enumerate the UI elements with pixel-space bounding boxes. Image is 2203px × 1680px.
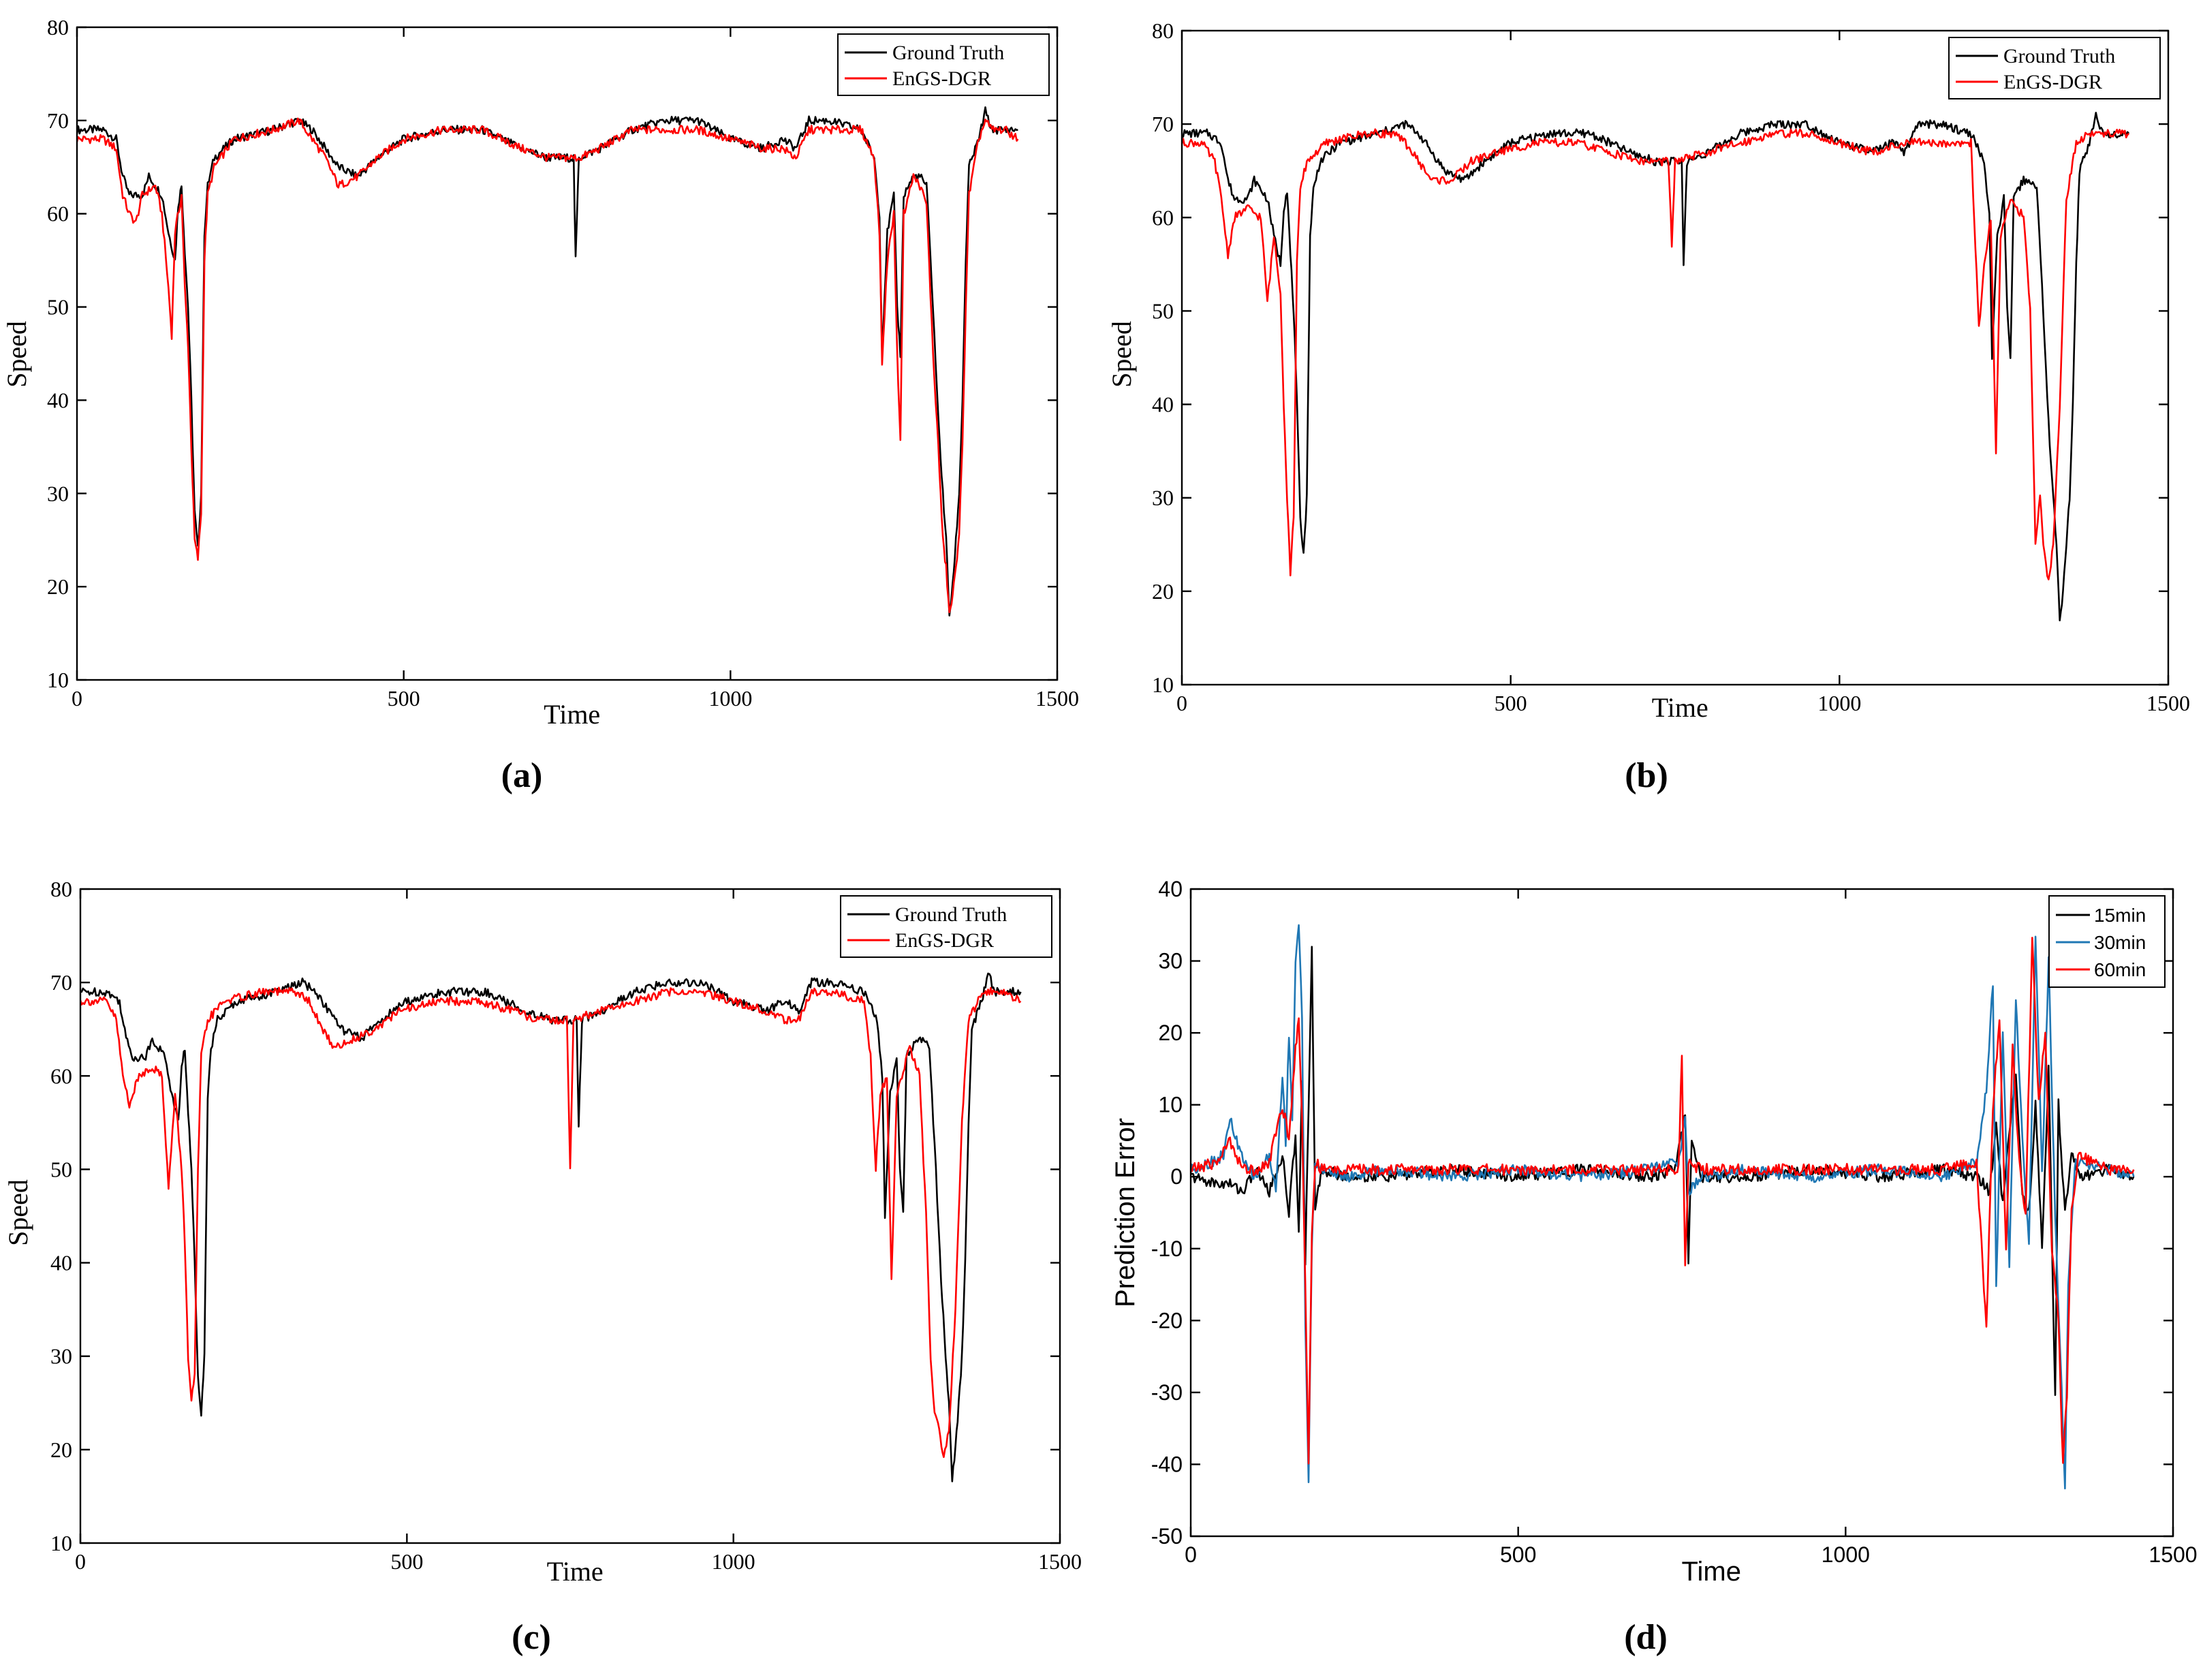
- x-axis-label: Time: [544, 699, 600, 730]
- y-tick-label: 60: [47, 202, 69, 226]
- y-tick-label: 10: [50, 1531, 72, 1555]
- legend-label: Ground Truth: [2003, 45, 2115, 67]
- legend-label: EnGS-DGR: [895, 929, 994, 952]
- y-tick-label: 40: [1152, 392, 1174, 417]
- y-tick-label: 30: [1152, 486, 1174, 510]
- x-tick-label: 1000: [708, 686, 752, 711]
- legend-label: 60min: [2094, 959, 2146, 980]
- series-line-engs-dgr: [77, 117, 1019, 614]
- series-line-engs-dgr: [80, 986, 1022, 1459]
- legend: Ground Truth EnGS-DGR: [840, 895, 1052, 958]
- y-tick-label: 10: [47, 668, 69, 692]
- x-tick-label: 1500: [2149, 1542, 2197, 1567]
- legend-box: [1948, 37, 2161, 99]
- series-line-60min: [1191, 937, 2135, 1465]
- chart-panel-b: 0 500 1000 1500 10 20 30 40 50 60 70 80 Time Speed Gro…: [1106, 18, 2190, 795]
- legend: 15min 30min 60min: [2048, 895, 2166, 988]
- y-tick-label: 80: [47, 15, 69, 40]
- y-tick-label: 20: [47, 574, 69, 599]
- series-line-30min: [1191, 924, 2135, 1490]
- x-axis-label: Time: [1682, 1557, 1741, 1587]
- x-tick-label: 500: [390, 1549, 423, 1574]
- y-tick-label: 30: [50, 1344, 72, 1369]
- y-tick-label: -50: [1151, 1524, 1183, 1549]
- panel-caption: (a): [501, 756, 543, 795]
- y-tick-label: 0: [1170, 1164, 1183, 1189]
- legend: Ground Truth EnGS-DGR: [1948, 37, 2161, 99]
- x-tick-label: 500: [1500, 1542, 1536, 1567]
- y-tick-label: 30: [47, 481, 69, 505]
- y-tick-label: 70: [1152, 112, 1174, 136]
- x-tick-label: 1500: [1038, 1549, 1082, 1574]
- series-line-ground-truth: [1182, 112, 2130, 621]
- y-tick-label: 60: [50, 1063, 72, 1088]
- legend-label: Ground Truth: [895, 903, 1007, 926]
- y-axis-label: Speed: [1106, 321, 1137, 388]
- axes-box: [79, 888, 1061, 1544]
- legend-label: Ground Truth: [892, 42, 1004, 64]
- panel-caption: (d): [1624, 1618, 1668, 1657]
- y-tick-label: -20: [1151, 1308, 1183, 1333]
- panel-caption: (b): [1625, 756, 1668, 795]
- y-tick-label: 20: [50, 1437, 72, 1462]
- x-tick-label: 500: [388, 686, 420, 711]
- y-tick-label: 60: [1152, 205, 1174, 230]
- legend-box: [837, 33, 1050, 96]
- chart-panel-c: 0 500 1000 1500 10 20 30 40 50 60 70 80 Time Speed Gro…: [3, 877, 1082, 1657]
- y-tick-label: 80: [50, 877, 72, 901]
- y-tick-label: -30: [1151, 1380, 1183, 1405]
- y-tick-label: 10: [1158, 1093, 1183, 1117]
- y-tick-label: 80: [1152, 18, 1174, 43]
- x-tick-label: 1000: [712, 1549, 755, 1574]
- series-line-ground-truth: [77, 106, 1018, 617]
- y-tick-label: -10: [1151, 1236, 1183, 1261]
- axes-box: [1189, 888, 2174, 1538]
- x-tick-label: 1000: [1817, 691, 1861, 715]
- chart-panel-d: 0 500 1000 1500 -50 -40 -30 -20 -10 0 10 20 30 40 Time…: [1110, 877, 2198, 1657]
- legend: Ground Truth EnGS-DGR: [837, 33, 1050, 96]
- y-tick-label: 20: [1152, 579, 1174, 604]
- series-line-ground-truth: [80, 972, 1022, 1482]
- y-tick-label: 50: [50, 1157, 72, 1181]
- legend-label: 15min: [2094, 905, 2146, 926]
- x-tick-label: 0: [1176, 691, 1187, 715]
- x-tick-label: 0: [1185, 1542, 1197, 1567]
- x-tick-label: 0: [72, 686, 82, 711]
- legend-label: EnGS-DGR: [892, 67, 991, 90]
- legend-label: 30min: [2094, 932, 2146, 953]
- axes-box: [1181, 29, 2170, 686]
- y-tick-label: 50: [1152, 298, 1174, 323]
- x-tick-label: 1000: [1822, 1542, 1870, 1567]
- y-axis-label: Speed: [1, 321, 32, 388]
- x-axis-label: Time: [1652, 692, 1708, 723]
- legend-box: [840, 895, 1052, 958]
- legend-label: EnGS-DGR: [2003, 71, 2102, 93]
- series-line-engs-dgr: [1182, 128, 2130, 580]
- panel-caption: (c): [512, 1618, 551, 1657]
- y-tick-label: -40: [1151, 1452, 1183, 1476]
- y-tick-label: 20: [1158, 1021, 1183, 1045]
- y-tick-label: 40: [47, 388, 69, 412]
- y-axis-label: Speed: [3, 1179, 33, 1246]
- x-tick-label: 1500: [1035, 686, 1079, 711]
- y-tick-label: 30: [1158, 949, 1183, 974]
- y-tick-label: 10: [1152, 672, 1174, 697]
- y-tick-label: 50: [47, 295, 69, 320]
- axes-box: [76, 26, 1059, 681]
- x-tick-label: 1500: [2146, 691, 2190, 715]
- y-tick-label: 40: [50, 1251, 72, 1275]
- chart-panel-a: 0 500 1000 1500 10 20 30 40 50 60 70 80 Time Speed Gro…: [1, 15, 1079, 795]
- y-tick-label: 70: [47, 108, 69, 133]
- x-axis-label: Time: [547, 1556, 604, 1587]
- x-tick-label: 500: [1495, 691, 1527, 715]
- y-tick-label: 40: [1158, 877, 1183, 901]
- y-axis-label: Prediction Error: [1110, 1118, 1140, 1307]
- y-tick-label: 70: [50, 970, 72, 995]
- x-tick-label: 0: [75, 1549, 86, 1574]
